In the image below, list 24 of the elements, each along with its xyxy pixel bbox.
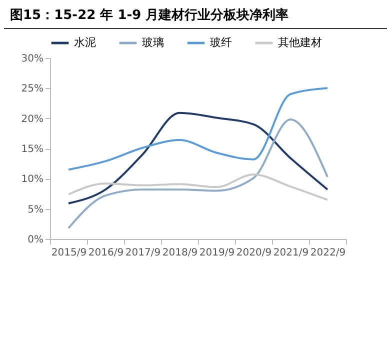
legend-label: 玻璃 [142, 36, 164, 49]
x-tick-label: 2015/9 [51, 248, 87, 258]
y-tick-label: 20% [21, 114, 44, 125]
x-tick-label: 2020/9 [236, 248, 272, 258]
y-tick-label: 5% [28, 204, 44, 216]
line-series [68, 112, 328, 204]
legend-label: 其他建材 [278, 36, 322, 49]
x-tick-label: 2018/9 [162, 248, 198, 258]
y-tick-label: 10% [21, 174, 44, 186]
y-tick-label: 15% [21, 144, 44, 155]
legend-label: 玻纤 [210, 36, 232, 49]
legend-label: 水泥 [74, 36, 96, 49]
x-tick-label: 2021/9 [273, 248, 309, 258]
line-series [68, 173, 328, 201]
chart-title: 图15：15-22 年 1-9 月建材行业分板块净利率 [4, 0, 387, 29]
y-tick-label: 25% [21, 84, 44, 95]
x-tick-label: 2016/9 [88, 248, 124, 258]
x-tick-label: 2019/9 [199, 248, 235, 258]
line-series [68, 87, 328, 171]
x-tick-label: 2022/9 [310, 248, 346, 258]
y-tick-label: 30% [21, 54, 44, 64]
x-tick-label: 2017/9 [125, 248, 161, 258]
y-tick-label: 0% [28, 234, 44, 246]
line-series [68, 118, 328, 230]
